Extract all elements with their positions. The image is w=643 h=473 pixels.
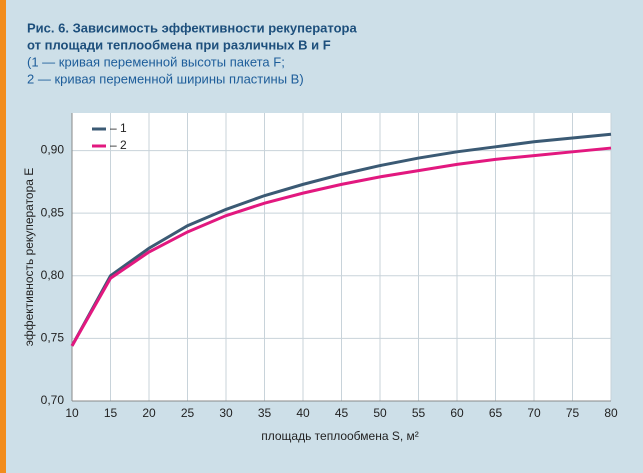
x-tick-label: 80 [604, 406, 618, 420]
x-axis-label: площадь теплообмена S, м² [261, 429, 419, 443]
x-tick-label: 55 [412, 406, 426, 420]
x-tick-label: 50 [373, 406, 387, 420]
accent-bar [0, 0, 6, 473]
chart-title: от площади теплообмена при различных B и… [27, 37, 331, 52]
chart-subtitle: (1 — кривая переменной высоты пакета F; [27, 54, 285, 69]
y-tick-label: 0,85 [41, 205, 65, 219]
data-line [70, 146, 612, 347]
x-tick-label: 65 [489, 406, 503, 420]
data-line [70, 132, 612, 347]
chart-title: Рис. 6. Зависимость эффективности рекупе… [27, 20, 357, 35]
x-tick-label: 40 [296, 406, 310, 420]
chart-subtitle: 2 — кривая переменной ширины пластины B) [27, 71, 304, 86]
x-tick-label: 15 [104, 406, 118, 420]
x-tick-label: 25 [181, 406, 195, 420]
x-tick-label: 45 [335, 406, 349, 420]
x-tick-label: 35 [258, 406, 272, 420]
legend-label: – 1 [110, 121, 127, 135]
x-tick-label: 30 [219, 406, 233, 420]
x-tick-label: 75 [566, 406, 580, 420]
y-tick-label: 0,90 [41, 143, 65, 157]
x-tick-label: 10 [65, 406, 79, 420]
y-tick-label: 0,80 [41, 268, 65, 282]
x-tick-label: 60 [450, 406, 464, 420]
legend-label: – 2 [110, 138, 127, 152]
x-tick-label: 20 [142, 406, 156, 420]
y-axis-label: эффективность рекуператора E [22, 168, 36, 347]
y-tick-label: 0,75 [41, 331, 65, 345]
x-tick-label: 70 [527, 406, 541, 420]
y-tick-label: 0,70 [41, 393, 65, 407]
